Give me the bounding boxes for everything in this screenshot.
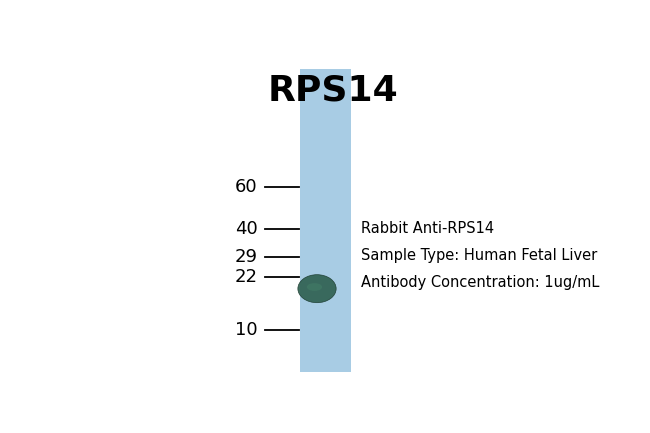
Ellipse shape [298, 275, 336, 303]
Text: Sample Type: Human Fetal Liver: Sample Type: Human Fetal Liver [361, 248, 597, 263]
Text: Antibody Concentration: 1ug/mL: Antibody Concentration: 1ug/mL [361, 275, 599, 290]
Ellipse shape [307, 283, 322, 291]
Text: Rabbit Anti-RPS14: Rabbit Anti-RPS14 [361, 221, 494, 236]
Bar [300, 68, 351, 372]
Text: 10: 10 [235, 321, 257, 339]
Text: RPS14: RPS14 [268, 74, 398, 108]
Text: 22: 22 [235, 268, 257, 286]
Text: 40: 40 [235, 220, 257, 238]
Text: 29: 29 [235, 248, 257, 266]
Text: 60: 60 [235, 178, 257, 196]
